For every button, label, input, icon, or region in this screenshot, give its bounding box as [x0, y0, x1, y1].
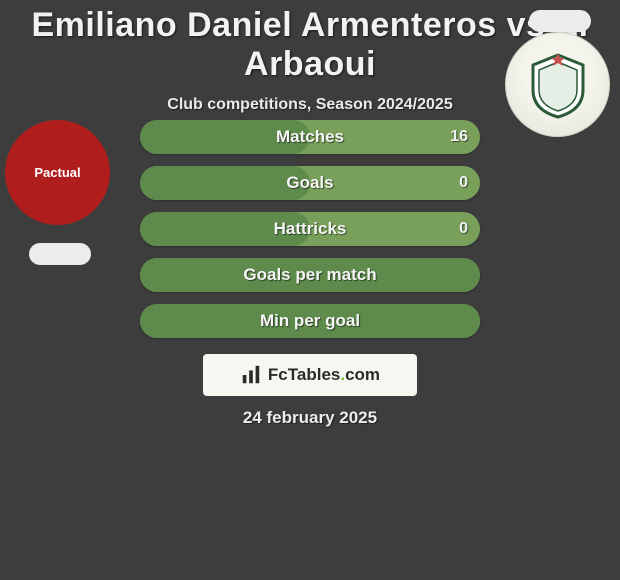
player-right-flag	[529, 10, 591, 32]
bar-chart-icon	[240, 364, 262, 386]
stat-label: Goals per match	[243, 265, 376, 285]
brand-badge: FcTables.com	[203, 354, 417, 396]
stat-bar: Hattricks 0	[140, 212, 480, 246]
player-left-jersey-text: Pactual	[34, 165, 80, 180]
player-right-avatar	[505, 32, 610, 137]
brand-name: FcTables	[268, 365, 340, 384]
stat-value-right: 0	[459, 212, 468, 246]
stat-label: Hattricks	[274, 219, 347, 239]
stat-label: Min per goal	[260, 311, 360, 331]
club-crest-icon	[523, 50, 593, 120]
stat-label: Matches	[276, 127, 344, 147]
comparison-bars: Matches 16 Goals 0 Hattricks 0 Goals per match…	[140, 120, 480, 350]
stat-bar: Goals per match	[140, 258, 480, 292]
stat-value-right: 16	[450, 120, 468, 154]
player-left-avatar: Pactual	[5, 120, 110, 225]
brand-suffix: com	[345, 365, 380, 384]
stat-bar: Min per goal	[140, 304, 480, 338]
snapshot-date: 24 february 2025	[0, 408, 620, 428]
stat-value-right: 0	[459, 166, 468, 200]
stat-label: Goals	[286, 173, 333, 193]
stat-bar-fill	[140, 166, 310, 200]
player-left-flag	[29, 243, 91, 265]
player-left-block: Pactual	[5, 120, 115, 265]
stat-bar: Matches 16	[140, 120, 480, 154]
stat-bar: Goals 0	[140, 166, 480, 200]
brand-text: FcTables.com	[268, 365, 380, 385]
